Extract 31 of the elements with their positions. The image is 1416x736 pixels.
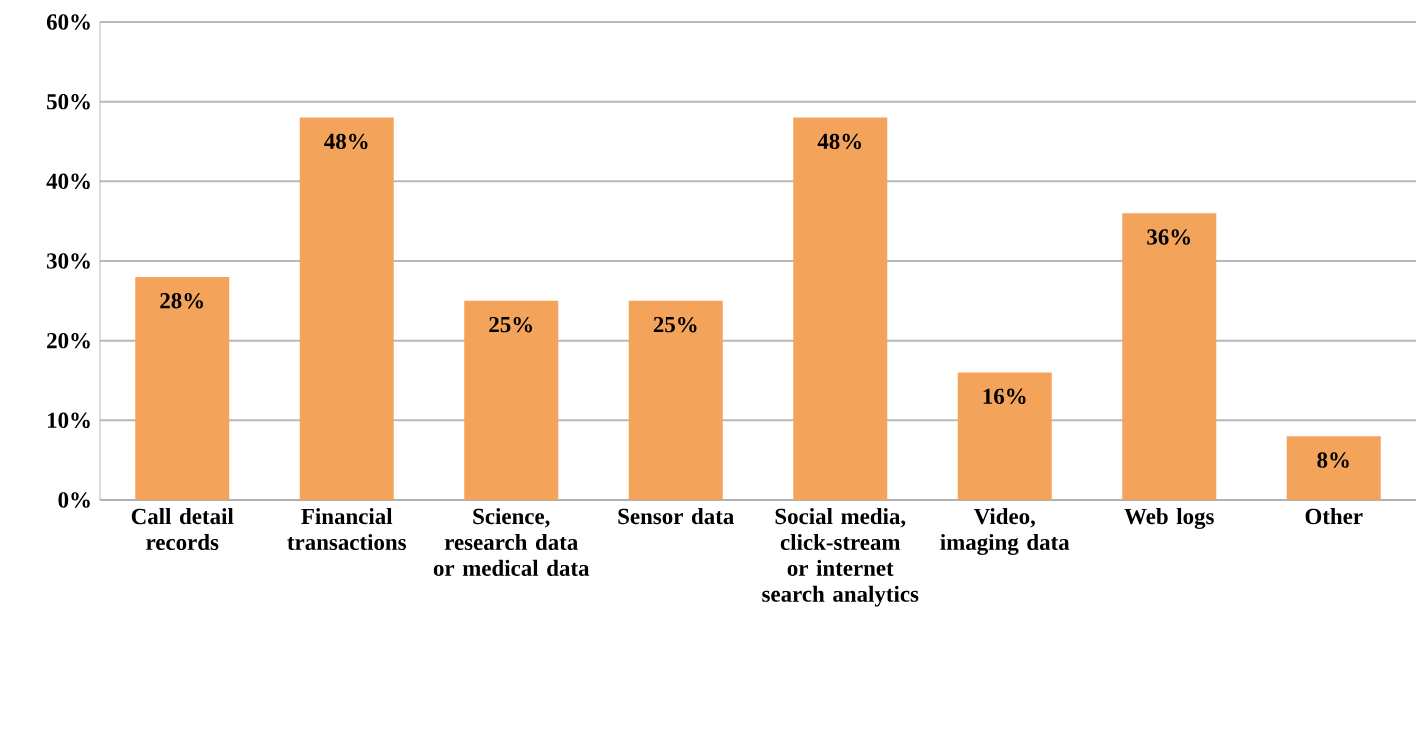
data-label: 8%: [1317, 452, 1349, 468]
bar: [1122, 213, 1217, 500]
bar: [793, 117, 888, 500]
y-tick-label: 40%: [46, 173, 90, 190]
y-tick-label: 60%: [46, 14, 90, 30]
x-tick-label: Video, imaging data: [940, 508, 1070, 555]
bar: [135, 276, 230, 500]
x-tick-label: Financial transactions: [287, 508, 407, 551]
data-label: 25%: [653, 316, 697, 333]
data-label: 16%: [983, 388, 1026, 405]
data-label: 48%: [817, 133, 861, 150]
data-label: 25%: [489, 316, 532, 333]
y-tick-label: 20%: [47, 332, 90, 349]
y-tick-label: 0%: [58, 492, 90, 508]
x-tick-label: Web logs: [1124, 508, 1214, 529]
x-tick-label: Social media, click-stream or internet search analytics: [762, 508, 919, 607]
data-label: 48%: [324, 133, 368, 150]
data-label: 36%: [1147, 229, 1191, 245]
x-tick-label: Sensor data: [618, 508, 734, 525]
x-tick-label: Other: [1305, 508, 1363, 525]
y-tick-label: 10%: [47, 412, 90, 429]
x-tick-label: Science, research data or medical data: [433, 508, 590, 576]
x-tick-label: Call detail records: [131, 508, 234, 551]
y-tick-label: 30%: [47, 253, 90, 269]
y-tick-label: 50%: [47, 93, 90, 110]
bar: [464, 300, 559, 500]
bar: [957, 372, 1052, 500]
bar: [1286, 436, 1381, 500]
data-label: 28%: [160, 292, 203, 309]
bar: [299, 117, 394, 500]
bar: [628, 300, 723, 500]
